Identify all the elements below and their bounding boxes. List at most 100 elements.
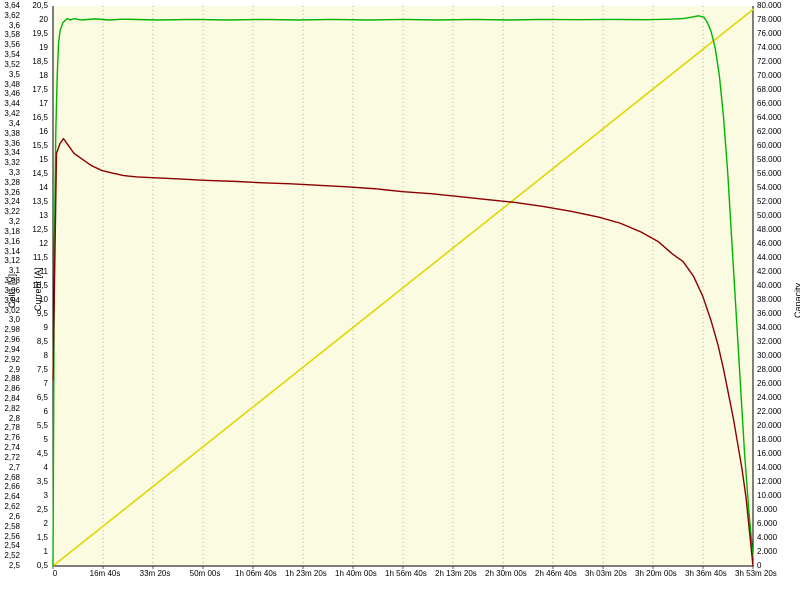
yleft1-tick: 3,32 bbox=[0, 159, 20, 167]
yright-tick: 24.000 bbox=[757, 394, 781, 402]
yleft2-tick: 3,5 bbox=[22, 478, 48, 486]
yleft1-tick: 3,46 bbox=[0, 90, 20, 98]
yleft1-title: Cell1 [V] bbox=[7, 274, 17, 308]
x-tick: 1h 23m 20s bbox=[285, 570, 325, 578]
yleft1-tick: 2,88 bbox=[0, 375, 20, 383]
yleft2-title: Current [A] bbox=[33, 267, 43, 311]
yleft1-tick: 2,84 bbox=[0, 395, 20, 403]
yleft1-tick: 3,14 bbox=[0, 248, 20, 256]
yleft1-tick: 2,82 bbox=[0, 405, 20, 413]
yright-tick: 68.000 bbox=[757, 86, 781, 94]
yleft2-tick: 5,5 bbox=[22, 422, 48, 430]
yright-tick: 34.000 bbox=[757, 324, 781, 332]
yright-tick: 28.000 bbox=[757, 366, 781, 374]
yright-tick: 78.000 bbox=[757, 16, 781, 24]
yright-tick: 42.000 bbox=[757, 268, 781, 276]
x-tick: 1h 06m 40s bbox=[235, 570, 275, 578]
yleft2-tick: 13 bbox=[22, 212, 48, 220]
yright-tick: 70.000 bbox=[757, 72, 781, 80]
yright-tick: 72.000 bbox=[757, 58, 781, 66]
yleft1-tick: 2,54 bbox=[0, 542, 20, 550]
yleft1-tick: 3,6 bbox=[0, 22, 20, 30]
yleft1-tick: 3,22 bbox=[0, 208, 20, 216]
yright-tick: 60.000 bbox=[757, 142, 781, 150]
yleft1-tick: 3,16 bbox=[0, 238, 20, 246]
x-tick: 3h 36m 40s bbox=[685, 570, 725, 578]
yleft1-tick: 2,7 bbox=[0, 464, 20, 472]
yleft2-tick: 14 bbox=[22, 184, 48, 192]
x-tick: 1h 56m 40s bbox=[385, 570, 425, 578]
yleft1-tick: 3,36 bbox=[0, 140, 20, 148]
yright-tick: 10.000 bbox=[757, 492, 781, 500]
x-tick: 50m 00s bbox=[185, 570, 225, 578]
x-tick: 2h 46m 40s bbox=[535, 570, 575, 578]
yleft1-tick: 2,92 bbox=[0, 356, 20, 364]
yleft1-tick: 2,76 bbox=[0, 434, 20, 442]
yleft1-tick: 3,54 bbox=[0, 51, 20, 59]
yright-tick: 16.000 bbox=[757, 450, 781, 458]
yleft1-tick: 3,5 bbox=[0, 71, 20, 79]
yleft2-tick: 17,5 bbox=[22, 86, 48, 94]
yleft2-tick: 19,5 bbox=[22, 30, 48, 38]
yright-tick: 52.000 bbox=[757, 198, 781, 206]
yright-tick: 6.000 bbox=[757, 520, 777, 528]
x-tick: 0 bbox=[35, 570, 75, 578]
yleft1-tick: 2,52 bbox=[0, 552, 20, 560]
yleft2-tick: 4 bbox=[22, 464, 48, 472]
yright-tick: 48.000 bbox=[757, 226, 781, 234]
yleft1-tick: 3,56 bbox=[0, 41, 20, 49]
x-tick: 33m 20s bbox=[135, 570, 175, 578]
yright-tick: 40.000 bbox=[757, 282, 781, 290]
yleft1-tick: 3,26 bbox=[0, 189, 20, 197]
yleft1-tick: 2,9 bbox=[0, 366, 20, 374]
yleft1-tick: 3,28 bbox=[0, 179, 20, 187]
yleft1-tick: 3,2 bbox=[0, 218, 20, 226]
yleft1-tick: 2,78 bbox=[0, 424, 20, 432]
yleft2-tick: 7,5 bbox=[22, 366, 48, 374]
yleft2-tick: 0,5 bbox=[22, 562, 48, 570]
yright-tick: 54.000 bbox=[757, 184, 781, 192]
yright-tick: 12.000 bbox=[757, 478, 781, 486]
yleft1-tick: 3,44 bbox=[0, 100, 20, 108]
yleft2-tick: 12,5 bbox=[22, 226, 48, 234]
yright-tick: 26.000 bbox=[757, 380, 781, 388]
yleft1-tick: 2,74 bbox=[0, 444, 20, 452]
yleft1-tick: 3,34 bbox=[0, 149, 20, 157]
x-tick: 3h 20m 00s bbox=[635, 570, 675, 578]
yright-tick: 30.000 bbox=[757, 352, 781, 360]
yleft2-tick: 20 bbox=[22, 16, 48, 24]
x-tick: 3h 53m 20s bbox=[735, 570, 775, 578]
yleft2-tick: 6,5 bbox=[22, 394, 48, 402]
yleft2-tick: 14,5 bbox=[22, 170, 48, 178]
yleft1-tick: 2,96 bbox=[0, 336, 20, 344]
yleft2-tick: 13,5 bbox=[22, 198, 48, 206]
yleft2-tick: 9 bbox=[22, 324, 48, 332]
yright-tick: 14.000 bbox=[757, 464, 781, 472]
yright-tick: 50.000 bbox=[757, 212, 781, 220]
yleft1-tick: 3,48 bbox=[0, 81, 20, 89]
x-tick: 2h 13m 20s bbox=[435, 570, 475, 578]
yleft1-tick: 2,56 bbox=[0, 533, 20, 541]
yright-tick: 76.000 bbox=[757, 30, 781, 38]
yright-tick: 74.000 bbox=[757, 44, 781, 52]
yleft2-tick: 4,5 bbox=[22, 450, 48, 458]
yleft2-tick: 16 bbox=[22, 128, 48, 136]
yright-tick: 22.000 bbox=[757, 408, 781, 416]
yright-tick: 46.000 bbox=[757, 240, 781, 248]
yleft2-tick: 12 bbox=[22, 240, 48, 248]
x-tick: 2h 30m 00s bbox=[485, 570, 525, 578]
yleft1-tick: 2,5 bbox=[0, 562, 20, 570]
x-tick: 1h 40m 00s bbox=[335, 570, 375, 578]
yleft1-tick: 3,24 bbox=[0, 198, 20, 206]
yright-tick: 80.000 bbox=[757, 2, 781, 10]
yleft2-tick: 2,5 bbox=[22, 506, 48, 514]
yright-tick: 18.000 bbox=[757, 436, 781, 444]
x-tick: 3h 03m 20s bbox=[585, 570, 625, 578]
yright-tick: 36.000 bbox=[757, 310, 781, 318]
yright-tick: 64.000 bbox=[757, 114, 781, 122]
yleft1-tick: 3,58 bbox=[0, 31, 20, 39]
yleft1-tick: 2,72 bbox=[0, 454, 20, 462]
yleft1-tick: 2,62 bbox=[0, 503, 20, 511]
yleft1-tick: 3,0 bbox=[0, 316, 20, 324]
yleft2-tick: 15,5 bbox=[22, 142, 48, 150]
